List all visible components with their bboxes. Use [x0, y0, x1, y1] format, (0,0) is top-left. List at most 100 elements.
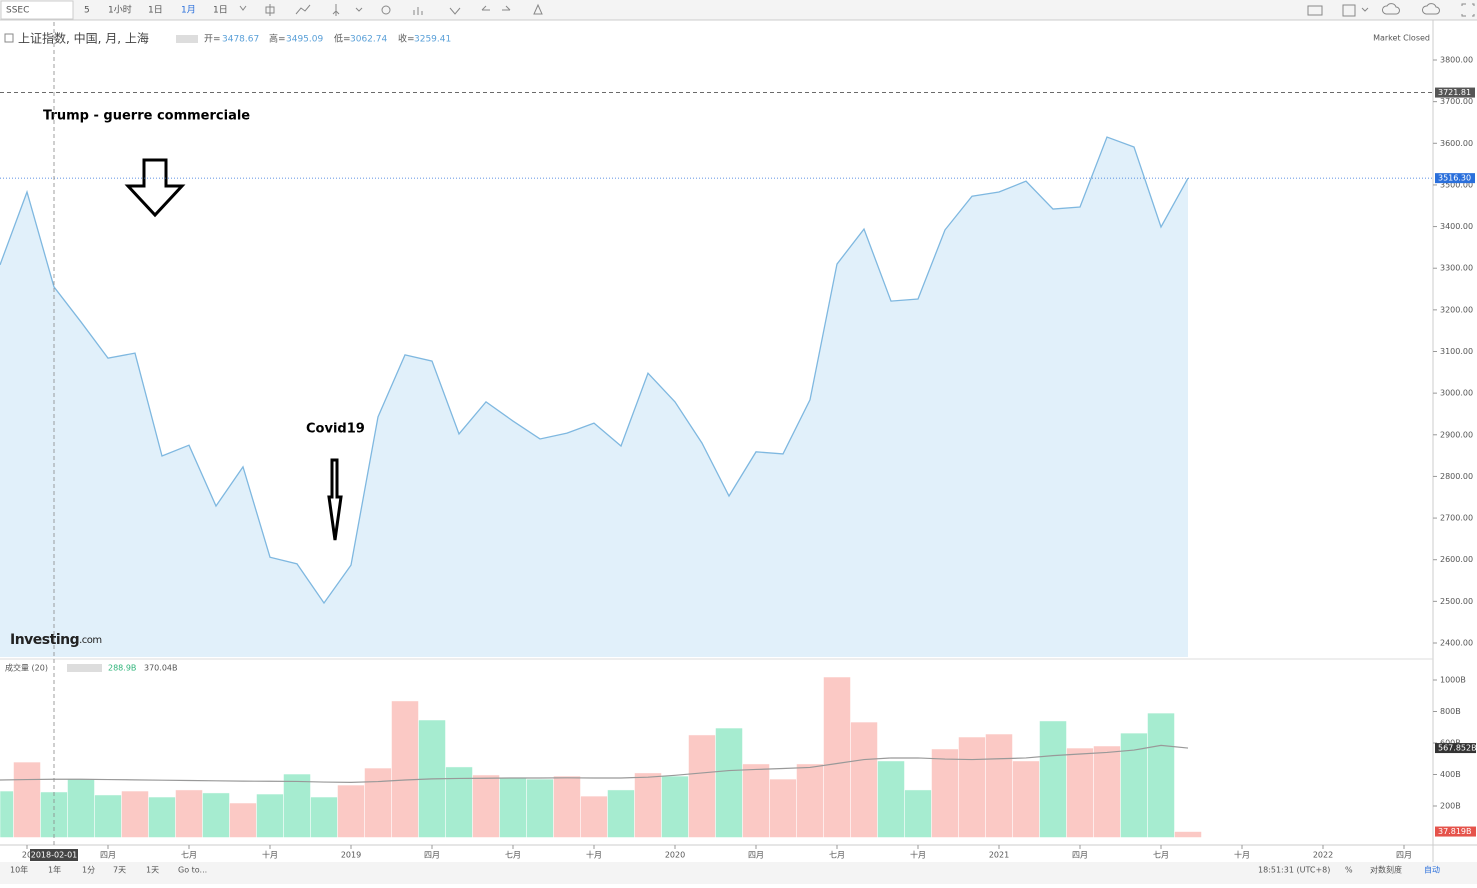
y-tick-label: 1000B	[1440, 676, 1466, 685]
price-marker-label: 3721.81	[1438, 88, 1471, 97]
volume-bar	[1039, 720, 1067, 838]
annotation-arrow	[124, 158, 186, 218]
y-tick-label: 2600.00	[1440, 555, 1473, 564]
x-tick-label: 十月	[586, 850, 602, 860]
symbol-box[interactable]	[0, 0, 74, 20]
range-button[interactable]: 1天	[146, 866, 159, 875]
y-tick-label: 3700.00	[1440, 97, 1473, 106]
bottom-bar	[0, 862, 1477, 884]
volume-bar	[958, 736, 986, 838]
volume-bar	[769, 778, 797, 838]
volume-bar	[796, 763, 824, 838]
toolbar-item[interactable]: 1日	[148, 5, 163, 16]
volume-bar	[607, 789, 635, 838]
toolbar-item[interactable]: 5	[84, 6, 90, 16]
x-tick-label: 2019	[341, 851, 361, 860]
y-tick-label: 3200.00	[1440, 305, 1473, 314]
volume-bar	[823, 676, 851, 838]
x-tick-label: 2021	[989, 851, 1009, 860]
x-tick-label: 七月	[505, 851, 521, 860]
toolbar-icons[interactable]	[239, 3, 1475, 17]
y-tick-label: 2400.00	[1440, 639, 1473, 648]
volume-bar	[1093, 745, 1121, 838]
price-marker-label: 3516.30	[1438, 174, 1471, 183]
range-button[interactable]: 1年	[48, 865, 61, 875]
legend-label: 低=	[334, 33, 351, 45]
watermark-brand: Investing	[10, 632, 79, 648]
volume-bar	[202, 792, 230, 838]
volume-bar	[715, 727, 743, 838]
legend-value: 3495.09	[286, 35, 323, 45]
annotation: Covid19	[306, 422, 365, 437]
volume-bar	[904, 789, 932, 838]
volume-bar	[985, 733, 1013, 838]
x-tick-label: 2022	[1313, 851, 1333, 860]
percent-button[interactable]: %	[1345, 866, 1353, 875]
x-tick-label: 十月	[262, 850, 278, 860]
toolbar-item[interactable]: 1日	[213, 5, 228, 16]
volume-bar	[661, 775, 689, 838]
volume-marker-box	[1435, 743, 1476, 754]
legend-name: 上证指数, 中国, 月, 上海	[18, 31, 149, 46]
goto-button[interactable]: Go to...	[178, 866, 207, 875]
volume-bar	[931, 748, 959, 838]
x-tick-label: 七月	[829, 851, 845, 860]
y-tick-label: 3800.00	[1440, 56, 1473, 65]
volume-bar	[1147, 712, 1175, 838]
y-tick-label: 800B	[1440, 707, 1461, 716]
watermark: Investing.com	[10, 632, 102, 648]
volume-bar	[1066, 747, 1094, 838]
y-tick-label: 600B	[1440, 739, 1461, 748]
volume-legend-ma: 370.04B	[144, 664, 177, 673]
volume-bar	[0, 790, 14, 838]
volume-bar	[526, 778, 554, 838]
x-tick-label: 四月	[748, 851, 764, 860]
legend-toggle[interactable]	[4, 33, 14, 43]
toolbar-item[interactable]: 1月	[181, 5, 196, 16]
legend-value: 3259.41	[414, 35, 451, 45]
volume-bar	[148, 796, 176, 838]
volume-bar	[391, 700, 419, 838]
legend-label: 开=	[204, 34, 221, 45]
y-tick-label: 3500.00	[1440, 180, 1473, 189]
volume-marker-box	[1435, 826, 1476, 837]
y-tick-label: 2900.00	[1440, 430, 1473, 439]
y-tick-label: 3000.00	[1440, 389, 1473, 398]
y-tick-label: 200B	[1440, 802, 1461, 811]
legend-icons[interactable]	[176, 35, 198, 43]
annotation-arrow	[327, 458, 343, 541]
plot	[0, 136, 1202, 838]
range-button[interactable]: 10年	[10, 865, 28, 875]
volume-bar	[499, 777, 527, 838]
legend-value: 3478.67	[222, 35, 259, 45]
auto-button[interactable]: 自动	[1424, 865, 1440, 875]
y-tick-label: 400B	[1440, 770, 1461, 779]
legend-value: 3062.74	[350, 35, 387, 45]
volume-bar	[850, 721, 878, 838]
watermark-suffix: .com	[79, 635, 102, 646]
log-button[interactable]: 对数刻度	[1370, 865, 1402, 875]
toolbar-item[interactable]: 1小时	[108, 4, 132, 16]
range-button[interactable]: 7天	[113, 866, 126, 875]
x-tick-label: 四月	[100, 851, 116, 860]
volume-bar	[877, 760, 905, 838]
x-tick-label: 四月	[1396, 851, 1412, 860]
volume-bar	[13, 761, 41, 838]
y-tick-label: 2500.00	[1440, 597, 1473, 606]
volume-bar	[94, 794, 122, 838]
x-tick-label: 十月	[910, 850, 926, 860]
legend-label: 收=	[398, 33, 415, 45]
volume-bar	[67, 778, 95, 838]
volume-legend-value: 288.9B	[108, 664, 136, 673]
volume-bar	[445, 766, 473, 838]
x-tick-label: 20	[22, 851, 32, 860]
symbol: SSEC	[6, 6, 29, 16]
price-marker-box	[1435, 173, 1475, 184]
y-tick-label: 3100.00	[1440, 347, 1473, 356]
x-tick-label: 七月	[1153, 851, 1169, 860]
x-tick-label: 四月	[424, 851, 440, 860]
volume-bar	[283, 773, 311, 838]
range-button[interactable]: 1分	[82, 866, 95, 875]
volume-legend-icons[interactable]	[67, 664, 102, 672]
